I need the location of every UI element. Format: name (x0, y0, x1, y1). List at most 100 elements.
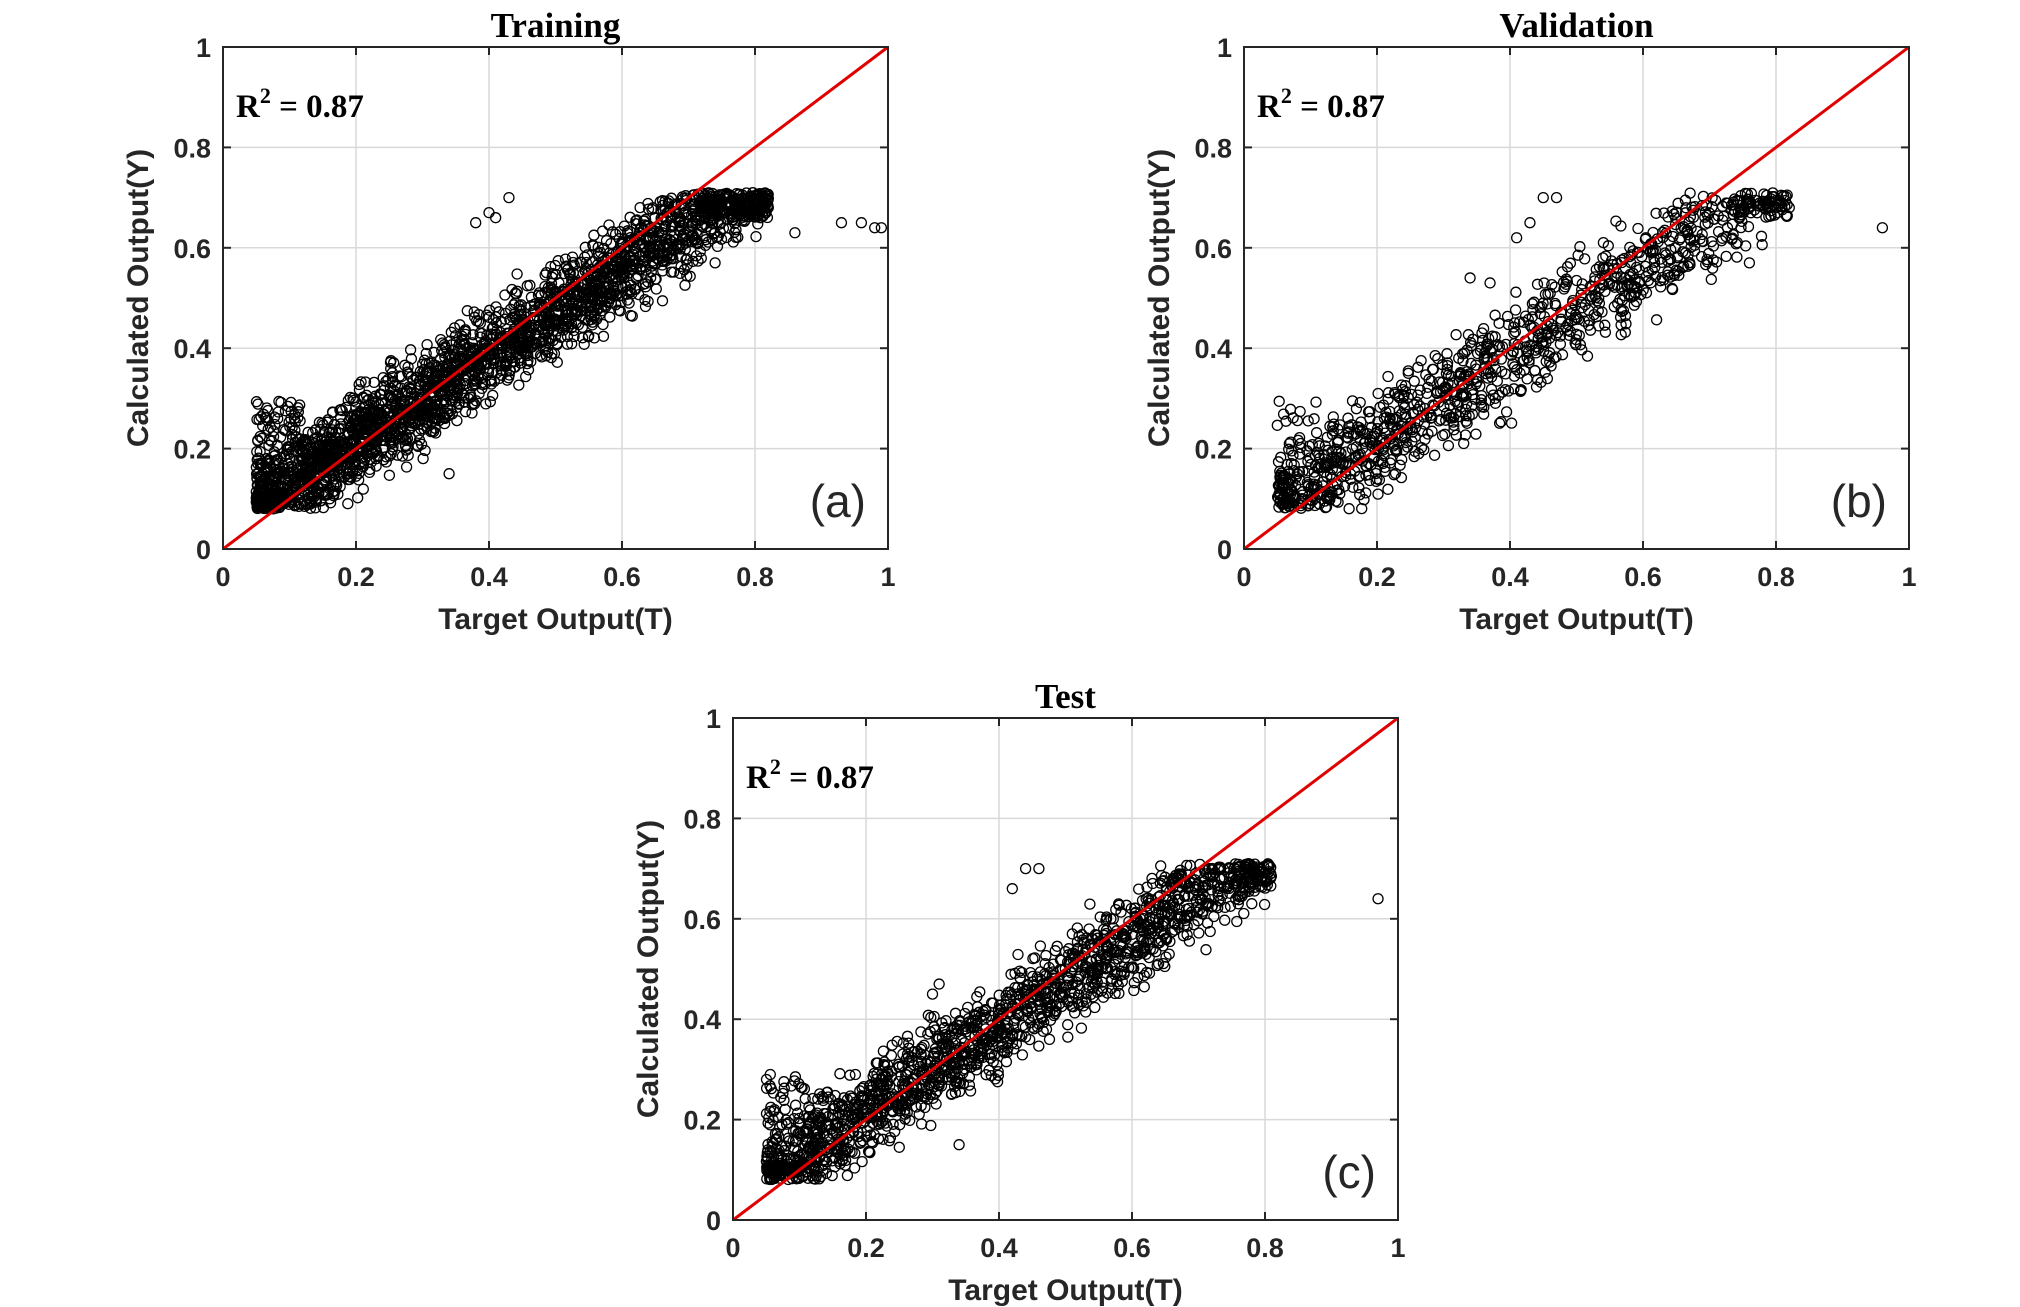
outlier-point (1537, 191, 1549, 204)
scatter-point (388, 357, 400, 369)
scatter-point (315, 458, 327, 471)
scatter-point (315, 445, 327, 457)
scatter-point (407, 374, 419, 386)
scatter-point (263, 454, 275, 466)
scatter-point (399, 387, 411, 399)
scatter-point (439, 411, 451, 424)
scatter-point (336, 404, 348, 417)
scatter-point (451, 383, 464, 395)
scatter-point (251, 446, 263, 458)
scatter-point (410, 371, 422, 383)
scatter-point (514, 317, 526, 330)
scatter-point (308, 433, 321, 445)
scatter-point (549, 330, 562, 342)
scatter-point (1531, 278, 1544, 290)
scatter-point (487, 389, 499, 402)
scatter-point (1632, 222, 1644, 235)
scatter-point (513, 379, 525, 391)
scatter-point (674, 267, 686, 280)
scatter-point (509, 297, 521, 309)
scatter-point (524, 279, 536, 291)
scatter-point (894, 1119, 906, 1131)
scatter-point (686, 201, 698, 213)
scatter-point (263, 439, 275, 452)
scatter-point (326, 435, 339, 447)
x-tick-label: 0.8 (736, 562, 774, 592)
x-tick-label: 0 (1236, 562, 1251, 592)
scatter-point (742, 208, 754, 220)
axes-frame (222, 46, 889, 550)
scatter-point (413, 434, 426, 446)
chart-panel-2: 0 0.2 0.4 0.6 0.8 100.20.40.60.81ValidationTa… (1143, 6, 1917, 636)
scatter-point (1502, 385, 1515, 397)
scatter-point (1742, 220, 1755, 233)
scatter-point (585, 301, 597, 313)
x-tick-label: 0 (215, 562, 230, 592)
scatter-point (278, 423, 290, 436)
scatter-points (1271, 187, 1889, 515)
scatter-point (445, 384, 457, 396)
scatter-point (522, 329, 534, 342)
scatter-point (522, 341, 534, 354)
scatter-point (696, 196, 709, 208)
x-tick-label: 1 (1901, 562, 1916, 592)
scatter-point (1000, 1056, 1013, 1068)
scatter-point (1485, 383, 1498, 395)
scatter-point (540, 298, 552, 311)
scatter-point (534, 349, 547, 361)
scatter-point (534, 337, 546, 349)
scatter-point (488, 348, 500, 360)
scatter-point (702, 194, 715, 206)
scatter-point (656, 295, 669, 307)
x-axis-label: Target Output(T) (438, 603, 672, 636)
y-tick-label: 0.2 (1194, 435, 1232, 465)
scatter-point (546, 283, 558, 296)
scatter-point (521, 347, 534, 360)
y-tick-label: 0.8 (1194, 133, 1232, 163)
scatter-point (601, 295, 613, 307)
scatter-point (470, 315, 483, 327)
scatter-point (439, 386, 451, 398)
scatter-point (490, 301, 502, 313)
scatter-point (340, 401, 352, 414)
scatter-point (566, 251, 579, 263)
scatter-point (631, 214, 643, 226)
scatter-point (1441, 348, 1453, 360)
scatter-point (281, 443, 293, 455)
scatter-point (360, 389, 373, 401)
scatter-points (250, 187, 887, 515)
y-tick-label: 0 (196, 535, 211, 565)
scatter-point (359, 376, 372, 388)
scatter-point (406, 411, 418, 424)
scatter-point (551, 325, 563, 337)
scatter-point (1062, 1031, 1074, 1043)
scatter-point (520, 370, 532, 383)
scatter-point (637, 224, 649, 237)
scatter-point (562, 263, 574, 275)
scatter-point (1343, 503, 1355, 515)
scatter-point (421, 375, 434, 387)
scatter-point (762, 194, 774, 206)
scatter-point (284, 441, 296, 453)
scatter-point (624, 211, 636, 223)
scatter-point (1302, 415, 1314, 427)
scatter-point (728, 217, 741, 230)
scatter-point (347, 410, 359, 422)
scatter-point (349, 457, 362, 469)
scatter-point (1310, 396, 1322, 408)
scatter-point (1527, 303, 1539, 316)
scatter-point (1429, 349, 1441, 362)
r2-superscript: 2 (1281, 83, 1292, 108)
scatter-point (522, 355, 534, 367)
scatter-point (522, 364, 535, 376)
scatter-point (597, 318, 609, 331)
scatter-point (642, 203, 655, 215)
scatter-point (456, 330, 468, 342)
scatter-point (671, 213, 683, 225)
scatter-point (1356, 502, 1368, 515)
scatter-point (481, 329, 493, 341)
scatter-point (1273, 395, 1285, 407)
scatter-point (1310, 427, 1323, 439)
scatter-point (1756, 239, 1768, 251)
